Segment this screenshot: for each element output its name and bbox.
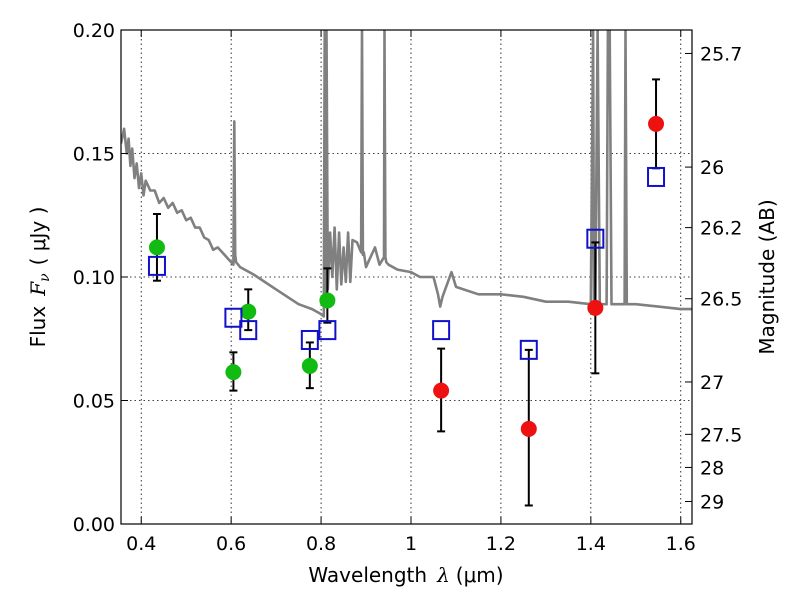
data-point (240, 303, 257, 320)
data-point (301, 357, 318, 374)
y-tick-label: 0.15 (73, 144, 115, 166)
x-tick-label: 0.6 (216, 533, 246, 555)
model-point (647, 166, 666, 187)
y2-tick-label: 29 (700, 492, 724, 514)
model-point (224, 307, 243, 328)
x-tick-label: 1 (405, 533, 417, 555)
data-point (587, 299, 604, 316)
y2-tick-label: 26 (700, 157, 724, 179)
data-point (433, 382, 450, 399)
data-point (225, 364, 242, 381)
y2-axis-label: Magnitude (AB) (755, 199, 779, 354)
y2-tick-label: 28 (700, 457, 724, 479)
y2-tick-label: 26.2 (700, 218, 742, 240)
axis-ticks: 0.4 0.6 0.8 1 1.2 1.4 1.6 0.00 0.05 0.10 0.15 0.20 2… (73, 20, 743, 555)
model-point (318, 320, 337, 341)
grid (121, 30, 692, 524)
y2-tick-label: 27 (700, 372, 724, 394)
y2-tick-label: 25.7 (700, 43, 742, 65)
model-point (147, 255, 166, 276)
model-point (300, 329, 319, 350)
model-spectrum (121, 30, 692, 318)
model-point (586, 228, 605, 249)
y2-tick-label: 26.5 (700, 289, 742, 311)
y-tick-label: 0.10 (73, 267, 115, 289)
y-tick-label: 0.05 (73, 391, 115, 413)
y-tick-label: 0.20 (73, 20, 115, 42)
model-point (432, 320, 451, 341)
data-point (319, 292, 336, 309)
data-point (520, 420, 537, 437)
model-point (519, 339, 538, 360)
y-axis-label: FluxFν( μJy ) (26, 207, 53, 348)
y2-tick-label: 27.5 (700, 424, 742, 446)
model-point (239, 320, 258, 341)
x-tick-label: 1.6 (666, 533, 696, 555)
x-tick-label: 1.2 (486, 533, 516, 555)
y-tick-label: 0.00 (73, 514, 115, 536)
x-tick-label: 0.4 (126, 533, 156, 555)
data-point (648, 115, 665, 132)
x-tick-label: 1.4 (576, 533, 606, 555)
x-axis-label: Wavelength λ (μm) (308, 563, 503, 587)
spectrum-line (121, 30, 692, 318)
data-point (148, 239, 165, 256)
photometry-markers (147, 78, 666, 507)
x-tick-label: 0.8 (306, 533, 336, 555)
